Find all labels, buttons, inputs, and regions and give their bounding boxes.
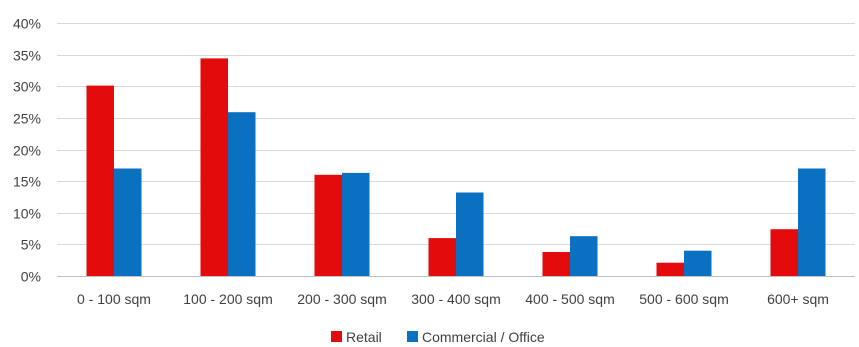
y-tick-label: 30% (13, 79, 41, 95)
y-tick-label: 5% (21, 237, 41, 253)
bar-commercial-office-6 (798, 168, 826, 276)
bar-commercial-office-5 (684, 250, 712, 276)
legend-label: Retail (346, 329, 382, 345)
legend-label: Commercial / Office (422, 329, 545, 345)
x-tick-label: 100 - 200 sqm (183, 291, 273, 307)
x-tick-label: 500 - 600 sqm (639, 291, 729, 307)
y-tick-label: 20% (13, 143, 41, 159)
y-tick-label: 40% (13, 16, 41, 32)
y-axis: 0% 5% 10% 15% 20% 25% 30% 35% 40% (13, 16, 41, 285)
bar-commercial-office-2 (342, 172, 370, 276)
bar-retail-1 (200, 58, 228, 277)
x-axis: 0 - 100 sqm 100 - 200 sqm 200 - 300 sqm 300… (77, 291, 829, 307)
bar-retail-5 (656, 262, 684, 276)
x-tick-label: 0 - 100 sqm (77, 291, 151, 307)
y-tick-label: 15% (13, 174, 41, 190)
gridlines (57, 23, 855, 277)
x-tick-label: 400 - 500 sqm (525, 291, 615, 307)
bar-commercial-office-3 (456, 192, 484, 276)
bar-retail-3 (428, 238, 456, 276)
y-tick-label: 10% (13, 206, 41, 222)
bar-retail-0 (86, 85, 114, 276)
x-tick-label: 600+ sqm (767, 291, 829, 307)
bar-commercial-office-0 (114, 168, 142, 276)
legend-swatch-commercial-office (407, 331, 418, 342)
y-tick-label: 0% (21, 269, 41, 285)
bars (86, 58, 826, 277)
bar-retail-2 (314, 174, 342, 276)
legend-swatch-retail (331, 331, 342, 342)
x-tick-label: 300 - 400 sqm (411, 291, 501, 307)
bar-retail-6 (770, 229, 798, 276)
bar-commercial-office-4 (570, 236, 598, 276)
legend: Retail Commercial / Office (331, 329, 545, 345)
bar-commercial-office-1 (228, 112, 256, 276)
y-tick-label: 25% (13, 111, 41, 127)
bar-retail-4 (542, 252, 570, 276)
y-tick-label: 35% (13, 48, 41, 64)
x-tick-label: 200 - 300 sqm (297, 291, 387, 307)
